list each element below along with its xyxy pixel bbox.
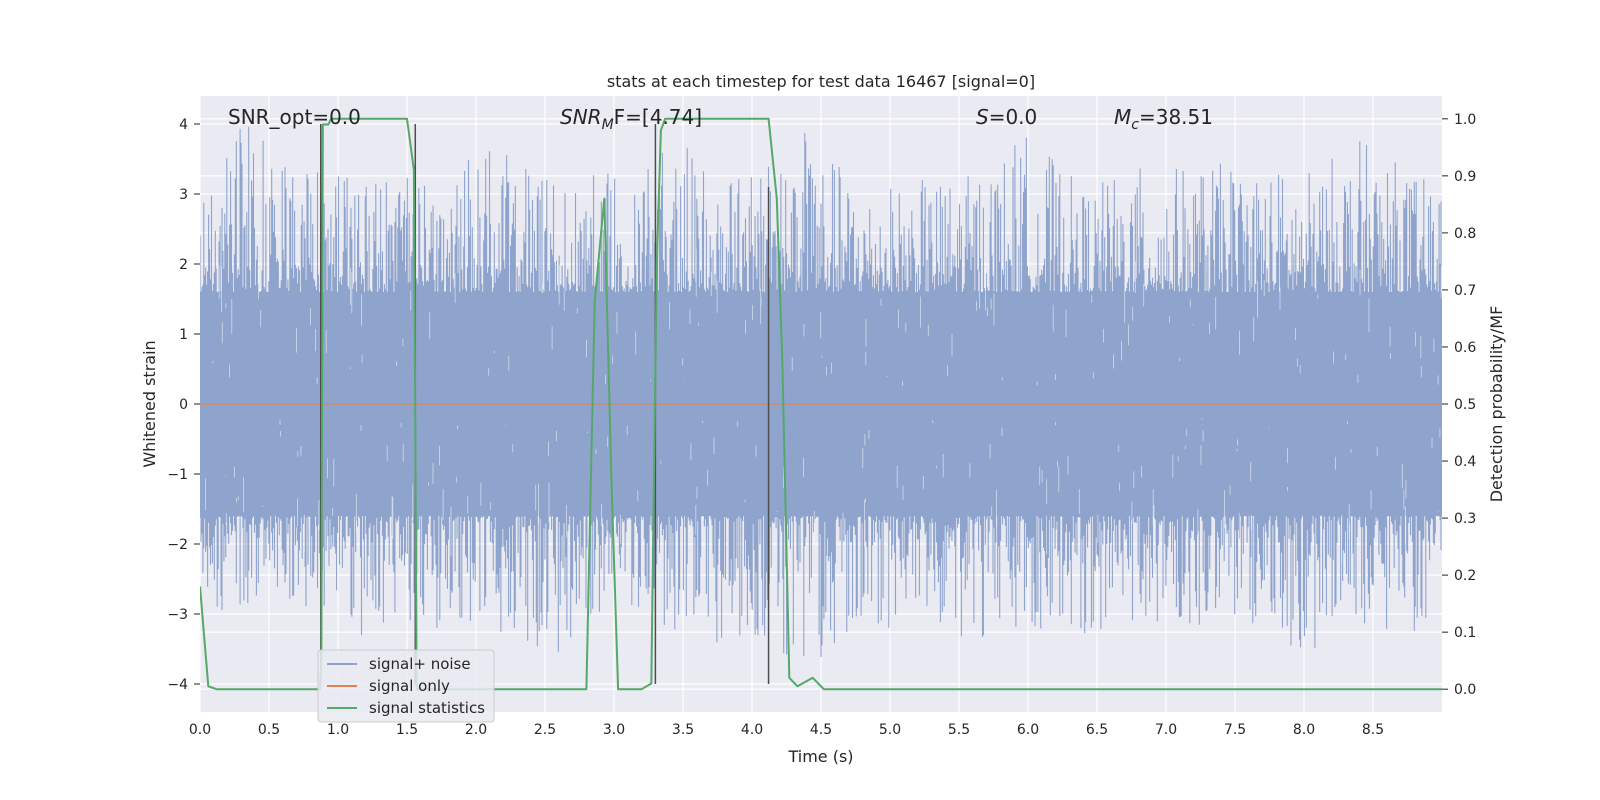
snr-mf-sub: M <box>602 117 614 133</box>
x-tick-label: 8.5 <box>1362 722 1384 738</box>
mc-rest: =38.51 <box>1139 105 1213 129</box>
snr-mf-rest: F=[4.74] <box>614 105 702 129</box>
x-tick-label: 2.5 <box>534 722 556 738</box>
s-rest: =0.0 <box>989 105 1038 129</box>
y2-tick-label: 0.6 <box>1454 340 1476 356</box>
axes: 0.0 0.5 1.0 1.5 2.0 2.5 3.0 3.5 4.0 4.5 5.0 5.5 6.0 6… <box>167 112 1476 738</box>
y2-tick-label: 0.0 <box>1454 682 1476 698</box>
x-tick-label: 5.0 <box>879 722 901 738</box>
y-tick-label: 3 <box>179 187 188 203</box>
y2-tick-label: 0.5 <box>1454 397 1476 413</box>
legend-label-signal-only: signal only <box>369 677 450 695</box>
y-axis-label: Whitened strain <box>140 340 159 467</box>
chart-title: stats at each timestep for test data 164… <box>607 72 1035 91</box>
annotation-mc: Mc=38.51 <box>1114 105 1213 133</box>
x-tick-label: 2.0 <box>465 722 487 738</box>
series-signal-statistics <box>200 117 1442 691</box>
y-tick-label: 1 <box>179 327 188 343</box>
y-tick-label: 4 <box>179 117 188 133</box>
mc-sub: c <box>1131 117 1139 133</box>
snr-mf-base: SNR <box>560 105 602 129</box>
x-tick-label: 6.0 <box>1017 722 1039 738</box>
x-tick-label: 6.5 <box>1086 722 1108 738</box>
legend-box <box>317 649 495 723</box>
legend-label-signal-statistics: signal statistics <box>369 699 485 717</box>
legend: signal+ noise signal only signal statist… <box>317 649 495 723</box>
x-tick-label: 8.0 <box>1293 722 1315 738</box>
y2-tick-label: 0.4 <box>1454 454 1476 470</box>
y2-tick-label: 0.1 <box>1454 625 1476 641</box>
x-tick-label: 3.0 <box>603 722 625 738</box>
y-tick-label: 2 <box>179 257 188 273</box>
series-signal-noise <box>200 126 1442 657</box>
x-axis-label: Time (s) <box>787 747 853 766</box>
y-tick-label: −4 <box>167 677 188 693</box>
y-tick-label: −2 <box>167 537 188 553</box>
annotation-snr-opt: SNR_opt=0.0 <box>228 105 361 129</box>
x-tick-label: 7.0 <box>1155 722 1177 738</box>
x-tick-label: 1.5 <box>396 722 418 738</box>
x-tick-label: 5.5 <box>948 722 970 738</box>
y2-tick-label: 0.7 <box>1454 283 1476 299</box>
annotation-snr-mf: SNRMF=[4.74] <box>560 105 702 133</box>
y2-tick-label: 0.8 <box>1454 226 1476 242</box>
x-tick-label: 1.0 <box>327 722 349 738</box>
mc-base: M <box>1114 105 1131 129</box>
y-tick-label: −1 <box>167 467 188 483</box>
x-tick-label: 7.5 <box>1224 722 1246 738</box>
y2-tick-label: 0.3 <box>1454 511 1476 527</box>
x-tick-label: 4.0 <box>741 722 763 738</box>
noise-gaps <box>205 248 1442 563</box>
y-tick-label: 0 <box>179 397 188 413</box>
data-layer <box>200 117 1442 691</box>
s-label: S <box>976 105 989 129</box>
x-tick-label: 4.5 <box>810 722 832 738</box>
y2-tick-label: 1.0 <box>1454 112 1476 128</box>
y-tick-label: −3 <box>167 607 188 623</box>
y2-tick-label: 0.9 <box>1454 169 1476 185</box>
y2-axis-label: Detection probability/MF <box>1487 306 1506 503</box>
y2-tick-label: 0.2 <box>1454 568 1476 584</box>
legend-label-signal-noise: signal+ noise <box>369 655 471 673</box>
x-tick-label: 0.0 <box>189 722 211 738</box>
x-tick-label: 0.5 <box>258 722 280 738</box>
annotation-s: S=0.0 <box>976 105 1037 129</box>
x-tick-label: 3.5 <box>672 722 694 738</box>
